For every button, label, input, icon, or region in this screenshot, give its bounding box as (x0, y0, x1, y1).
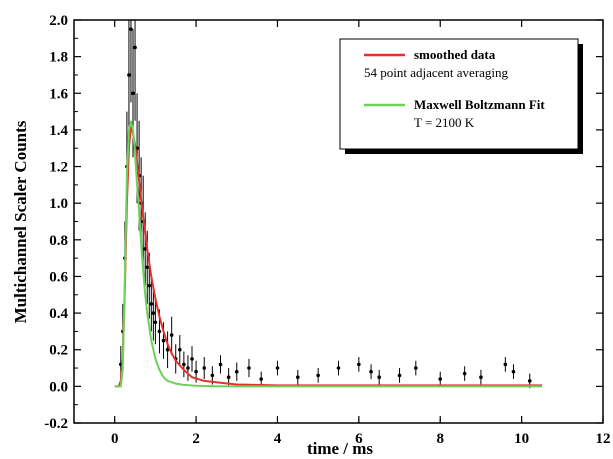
y-tick-label: 1.2 (49, 160, 68, 176)
axis-ticks (74, 19, 604, 424)
data-point (151, 311, 156, 315)
y-tick-label: -0.2 (44, 416, 68, 432)
data-point (316, 373, 320, 378)
data-point (336, 366, 341, 370)
data-point (182, 362, 186, 367)
data-point (462, 371, 467, 376)
data-point (479, 375, 483, 380)
data-point (503, 362, 508, 367)
data-point (129, 27, 133, 31)
data-point (186, 366, 190, 370)
data-point (169, 333, 174, 337)
data-point (275, 366, 280, 370)
data-point (247, 366, 251, 370)
data-point (157, 329, 162, 334)
data-point (194, 369, 198, 374)
x-tick-label: 6 (355, 431, 363, 447)
series-line-fit (114, 120, 542, 388)
data-point (178, 347, 182, 352)
data-point (357, 362, 361, 367)
y-axis-label: Multichannel Scaler Counts (11, 120, 30, 323)
data-point (218, 362, 223, 367)
y-tick-label: 0.6 (49, 269, 68, 285)
legend-note-smoothed: 54 point adjacent averaging (364, 65, 509, 80)
data-point (234, 369, 239, 374)
legend-label-fit: Maxwell Boltzmann Fit (414, 97, 545, 112)
data-point (202, 366, 207, 370)
x-tick-label: 0 (111, 431, 119, 447)
tick-labels: 0 2 4 6 8 10 12 -0.2 0.0 0.2 0.4 0.6 0.8 1.0 1.2 1.4 1.6… (44, 13, 610, 447)
y-tick-label: 2.0 (49, 13, 68, 29)
data-point (161, 338, 166, 343)
x-axis-label: time / ms (307, 439, 373, 458)
x-tick-label: 10 (514, 431, 529, 447)
y-tick-label: 1.4 (49, 123, 68, 139)
data-point (527, 379, 532, 383)
data-point (153, 320, 158, 325)
plot-area (114, 20, 542, 389)
data-point (165, 347, 170, 352)
data-point (149, 302, 154, 306)
data-point (133, 45, 137, 50)
data-point (145, 265, 150, 270)
data-point (377, 375, 381, 380)
data-point (296, 375, 300, 380)
y-tick-label: 1.6 (49, 86, 68, 102)
data-point (259, 377, 263, 381)
legend-note-fit: T = 2100 K (414, 115, 475, 130)
y-tick-label: 0.4 (49, 306, 68, 322)
y-tick-label: 0.2 (49, 343, 68, 359)
legend: smoothed data 54 point adjacent averagin… (339, 38, 583, 154)
data-point (511, 369, 516, 374)
data-point (190, 357, 194, 361)
y-tick-label: 0.0 (49, 379, 68, 395)
y-tick-label: 0.8 (49, 233, 68, 249)
data-point (414, 366, 418, 370)
data-point (397, 373, 402, 378)
data-point (210, 373, 215, 378)
x-tick-label: 12 (596, 431, 611, 447)
data-point (131, 91, 135, 96)
legend-label-smoothed: smoothed data (414, 47, 496, 62)
data-point (127, 73, 131, 77)
y-tick-label: 1.8 (49, 50, 68, 66)
legend-box (339, 38, 579, 150)
data-point (369, 369, 373, 374)
series-line-smoothed (114, 125, 542, 388)
y-tick-label: 1.0 (49, 196, 68, 212)
x-tick-label: 8 (436, 431, 444, 447)
data-point (226, 375, 231, 380)
x-tick-label: 2 (192, 431, 200, 447)
data-point (147, 283, 152, 288)
x-tick-label: 4 (274, 431, 282, 447)
data-point (438, 377, 443, 381)
